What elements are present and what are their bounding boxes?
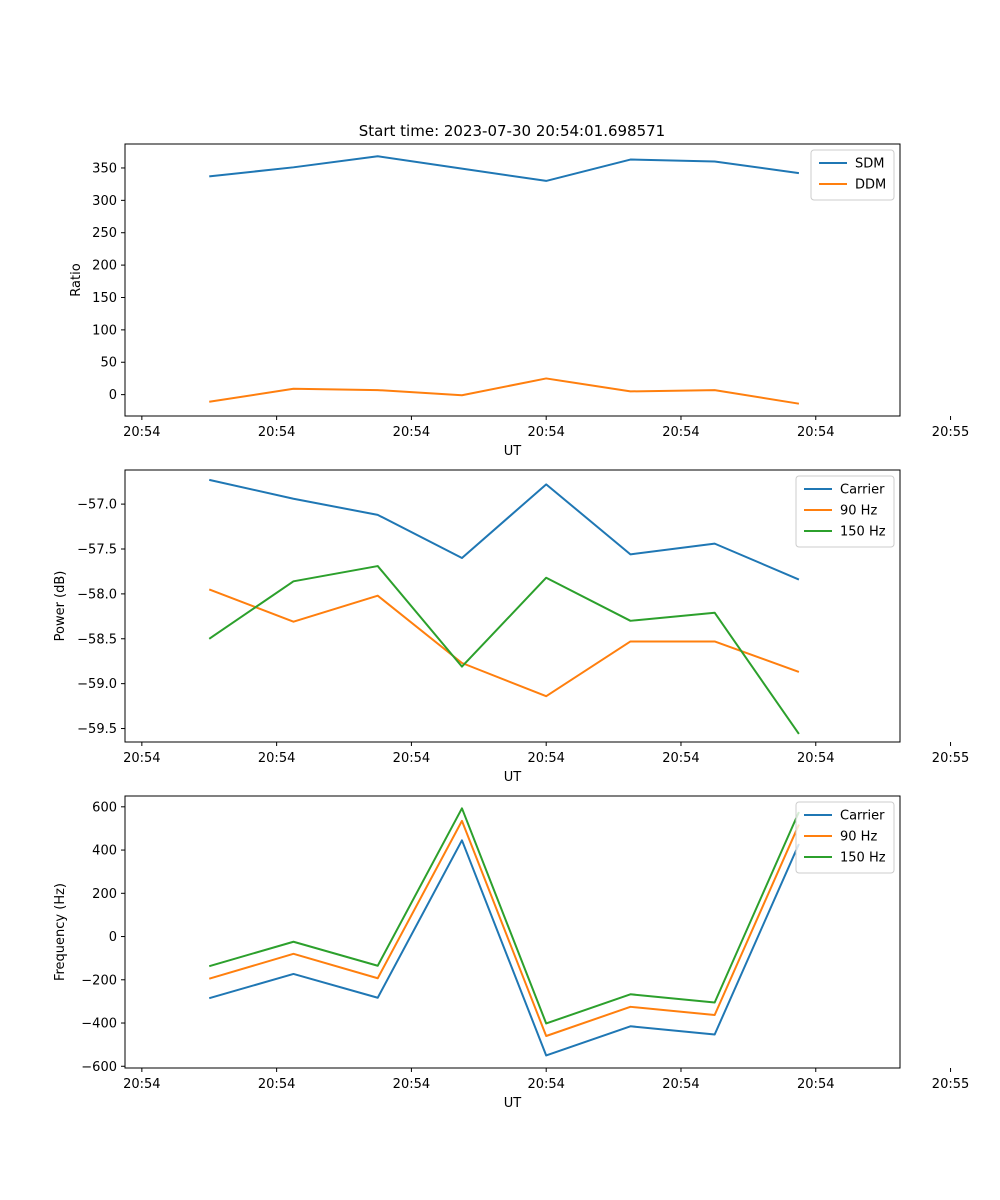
y-tick-label: −600 — [81, 1060, 117, 1075]
series-line-150-hz — [208, 807, 800, 1025]
y-axis-label: Ratio — [69, 263, 84, 296]
y-tick-label: 300 — [92, 194, 117, 209]
x-tick-label: 20:54 — [258, 1077, 295, 1092]
y-tick-label: −400 — [81, 1017, 117, 1032]
series-line-carrier — [209, 478, 800, 581]
y-tick-label: 150 — [92, 291, 117, 306]
legend: Carrier 90 Hz 150 Hz — [795, 475, 895, 548]
y-tick-label: 350 — [92, 161, 117, 176]
x-tick-label: 20:54 — [123, 751, 160, 766]
y-tick-label: 600 — [92, 800, 117, 815]
x-tick-label: 20:55 — [932, 751, 969, 766]
legend: Carrier 90 Hz 150 Hz — [795, 801, 895, 874]
chart-panel-1: 20:54 20:54 20:54 20:54 20:54 20:54 20:55 0 50 10… — [69, 143, 969, 459]
x-tick-label: 20:54 — [662, 425, 699, 440]
x-axis-label: UT — [504, 770, 522, 785]
y-axis-label: Power (dB) — [53, 571, 68, 642]
axes-frame — [124, 143, 901, 417]
x-tick-label: 20:54 — [527, 425, 564, 440]
x-axis-label: UT — [504, 444, 522, 459]
legend-label: SDM — [855, 157, 884, 172]
x-tick-label: 20:54 — [797, 1077, 834, 1092]
y-tick-label: 400 — [92, 844, 117, 859]
series-line-90-hz — [208, 588, 800, 698]
legend-label: DDM — [855, 178, 886, 193]
legend-label: 150 Hz — [840, 525, 886, 540]
y-tick-label: −58.5 — [77, 632, 117, 647]
y-tick-label: 0 — [109, 930, 117, 945]
legend-label: 150 Hz — [840, 851, 886, 866]
x-tick-label: 20:54 — [797, 751, 834, 766]
x-tick-label: 20:54 — [123, 425, 160, 440]
legend-box — [795, 475, 895, 548]
legend-label: 90 Hz — [840, 830, 877, 845]
axes-frame — [124, 795, 901, 1069]
x-tick-label: 20:54 — [258, 425, 295, 440]
y-tick-label: 0 — [109, 388, 117, 403]
legend-label: Carrier — [840, 809, 885, 824]
y-tick-label: −57.0 — [77, 498, 117, 513]
x-axis-label: UT — [504, 1096, 522, 1111]
series-line-90-hz — [208, 819, 800, 1037]
y-tick-label: 250 — [92, 226, 117, 241]
x-tick-label: 20:54 — [797, 425, 834, 440]
x-tick-label: 20:54 — [123, 1077, 160, 1092]
y-tick-label: 200 — [92, 259, 117, 274]
axes-frame — [124, 469, 901, 743]
y-tick-label: −58.0 — [77, 587, 117, 602]
x-tick-label: 20:55 — [932, 1077, 969, 1092]
y-tick-label: −57.5 — [77, 542, 117, 557]
x-tick-label: 20:54 — [393, 751, 430, 766]
chart-panel-2: 20:54 20:54 20:54 20:54 20:54 20:54 20:55 −59.5… — [53, 469, 969, 785]
legend-label: Carrier — [840, 483, 885, 498]
legend: SDM DDM — [810, 149, 895, 201]
x-tick-label: 20:55 — [932, 425, 969, 440]
chart-panel-3: 20:54 20:54 20:54 20:54 20:54 20:54 20:55 −600 −… — [53, 795, 969, 1111]
legend-label: 90 Hz — [840, 504, 877, 519]
y-tick-label: 50 — [100, 356, 117, 371]
x-tick-label: 20:54 — [258, 751, 295, 766]
x-tick-label: 20:54 — [393, 425, 430, 440]
legend-box — [795, 801, 895, 874]
series-line-carrier — [208, 839, 800, 1057]
series-line-sdm — [209, 155, 800, 182]
y-tick-label: −200 — [81, 973, 117, 988]
x-tick-label: 20:54 — [527, 1077, 564, 1092]
x-tick-label: 20:54 — [662, 1077, 699, 1092]
y-tick-label: 200 — [92, 887, 117, 902]
x-tick-label: 20:54 — [662, 751, 699, 766]
y-tick-label: 100 — [92, 323, 117, 338]
x-tick-label: 20:54 — [527, 751, 564, 766]
y-axis-label: Frequency (Hz) — [53, 883, 68, 981]
figure-title: Start time: 2023-07-30 20:54:01.698571 — [359, 122, 665, 140]
x-tick-label: 20:54 — [393, 1077, 430, 1092]
y-tick-label: −59.5 — [77, 722, 117, 737]
series-line-150-hz — [208, 565, 800, 735]
y-tick-label: −59.0 — [77, 677, 117, 692]
series-line-ddm — [209, 377, 800, 405]
